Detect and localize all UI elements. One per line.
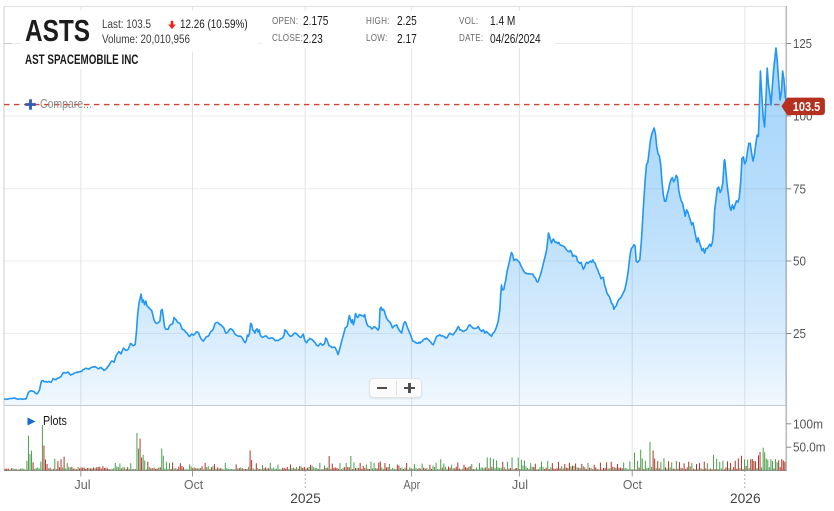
svg-text:2025: 2025 <box>290 490 321 506</box>
svg-text:50: 50 <box>793 254 806 269</box>
svg-text:Oct: Oct <box>184 477 203 492</box>
svg-text:2026: 2026 <box>730 490 761 506</box>
svg-text:125: 125 <box>793 36 812 51</box>
svg-text:100m: 100m <box>793 416 823 431</box>
svg-text:Jul: Jul <box>512 477 528 492</box>
svg-text:75: 75 <box>793 181 806 196</box>
svg-text:Oct: Oct <box>623 477 642 492</box>
svg-text:Jul: Jul <box>74 477 90 492</box>
svg-text:103.5: 103.5 <box>793 100 821 114</box>
svg-text:25: 25 <box>793 326 806 341</box>
svg-text:50.0m: 50.0m <box>793 440 826 455</box>
svg-text:Apr: Apr <box>403 477 420 492</box>
